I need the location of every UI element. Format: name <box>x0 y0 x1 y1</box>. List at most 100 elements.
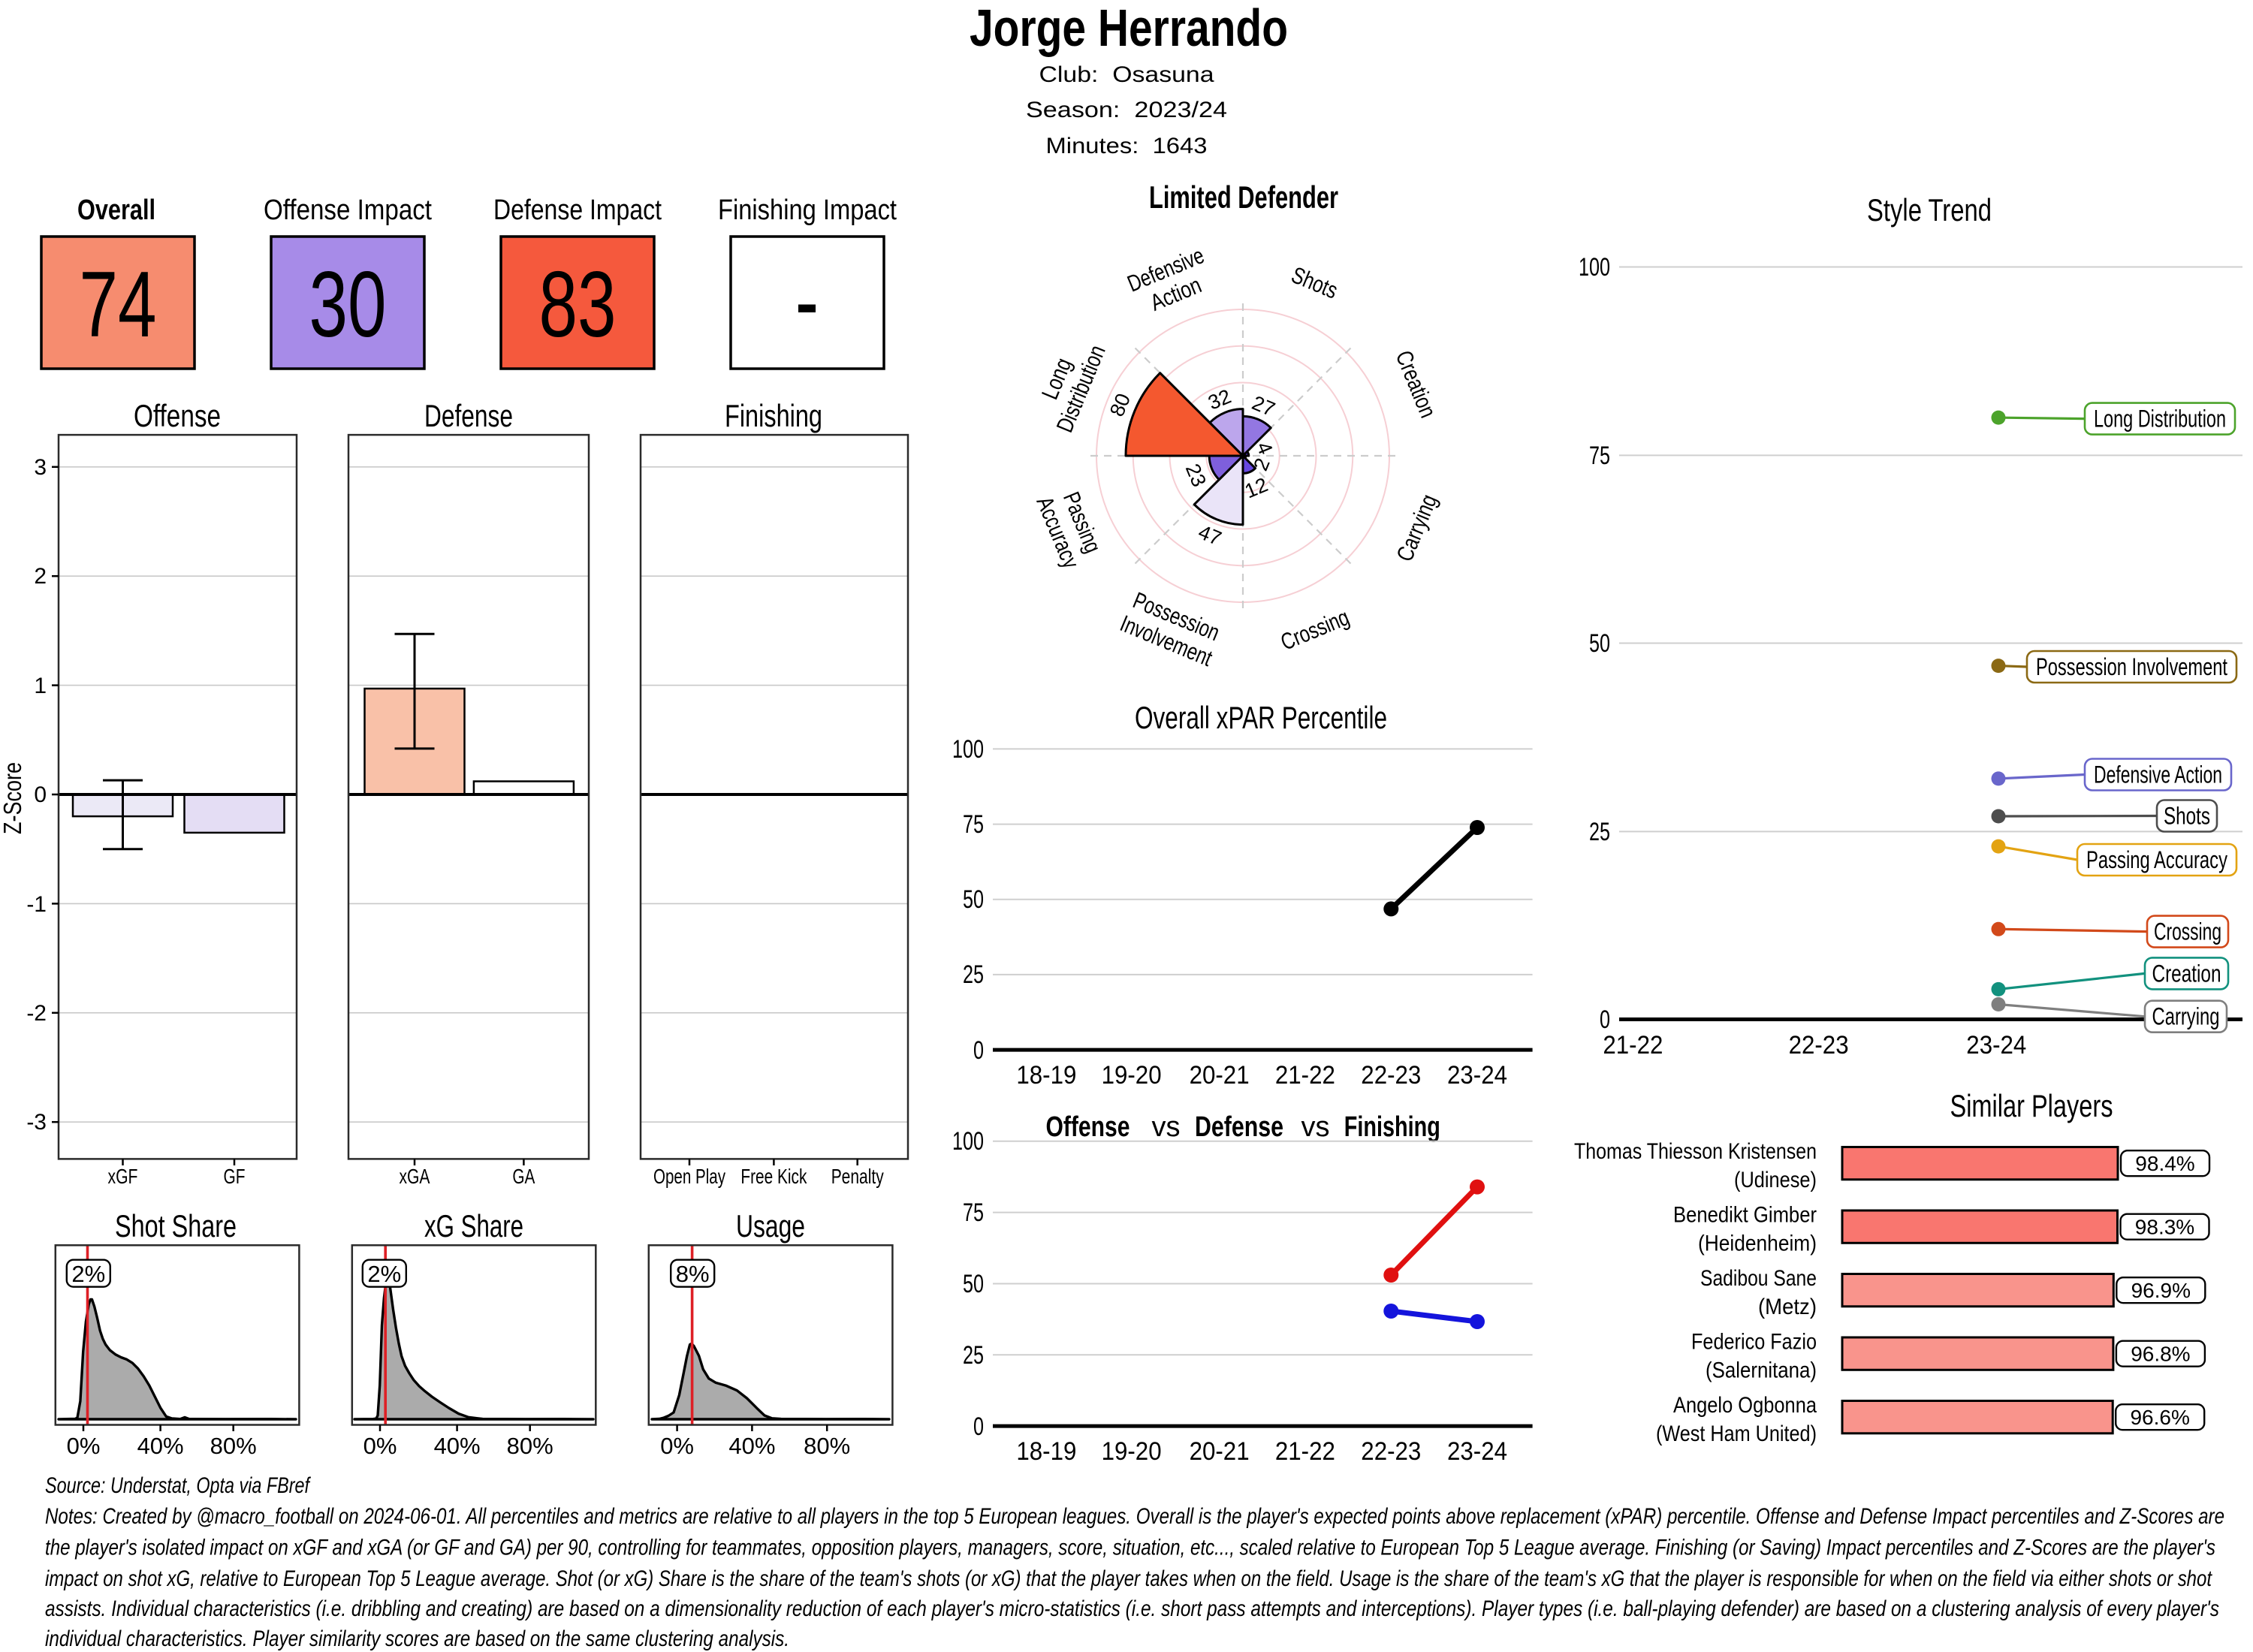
svg-text:Limited Defender: Limited Defender <box>1149 179 1338 215</box>
svg-text:assists. Individual characteri: assists. Individual characteristics (i.e… <box>45 1596 2219 1621</box>
svg-text:Style Trend: Style Trend <box>1867 192 1992 228</box>
svg-text:74: 74 <box>80 253 157 357</box>
svg-text:0: 0 <box>34 782 47 807</box>
svg-text:Defense: Defense <box>1195 1111 1283 1143</box>
svg-text:Benedikt Gimber: Benedikt Gimber <box>1673 1203 1817 1228</box>
svg-text:Penalty: Penalty <box>831 1165 884 1188</box>
svg-text:Notes: Created by @macro_footb: Notes: Created by @macro_football on 202… <box>45 1504 2224 1529</box>
svg-text:2%: 2% <box>71 1261 105 1287</box>
svg-text:83: 83 <box>539 253 617 357</box>
svg-text:impact on shot xG, relative to: impact on shot xG, relative to European … <box>45 1566 2212 1591</box>
svg-text:Z-Score: Z-Score <box>0 762 26 834</box>
svg-text:96.8%: 96.8% <box>2131 1343 2190 1366</box>
svg-text:75: 75 <box>963 1198 984 1227</box>
svg-text:(West Ham United): (West Ham United) <box>1656 1421 1817 1446</box>
svg-text:Minutes: 1643: Minutes: 1643 <box>1046 134 1208 158</box>
svg-text:25: 25 <box>963 1341 984 1370</box>
svg-text:Defensive Action: Defensive Action <box>2094 761 2222 788</box>
svg-text:Angelo Ogbonna: Angelo Ogbonna <box>1673 1393 1817 1418</box>
svg-text:Carrying: Carrying <box>2152 1003 2220 1030</box>
svg-text:Finishing: Finishing <box>1344 1111 1440 1143</box>
svg-text:Usage: Usage <box>736 1208 805 1244</box>
svg-text:Long Distribution: Long Distribution <box>2094 405 2226 433</box>
svg-text:25: 25 <box>963 960 984 989</box>
svg-text:50: 50 <box>1589 629 1610 658</box>
svg-text:100: 100 <box>1579 253 1610 282</box>
svg-text:(Salernitana): (Salernitana) <box>1706 1358 1817 1383</box>
svg-text:19-20: 19-20 <box>1102 1061 1162 1090</box>
svg-text:23-24: 23-24 <box>1447 1061 1507 1090</box>
svg-text:Jorge Herrando: Jorge Herrando <box>970 0 1288 57</box>
svg-text:1: 1 <box>34 674 47 698</box>
svg-text:Finishing Impact: Finishing Impact <box>718 194 897 226</box>
svg-text:30: 30 <box>309 253 387 357</box>
svg-text:75: 75 <box>963 810 984 839</box>
svg-text:2: 2 <box>34 564 47 589</box>
svg-text:the player's isolated impact o: the player's isolated impact on xGF and … <box>45 1536 2215 1560</box>
svg-text:19-20: 19-20 <box>1102 1437 1162 1466</box>
svg-text:25: 25 <box>1589 818 1610 846</box>
svg-text:80%: 80% <box>507 1433 553 1459</box>
svg-text:Overall xPAR Percentile: Overall xPAR Percentile <box>1135 700 1387 735</box>
svg-text:Defense: Defense <box>424 398 513 433</box>
svg-text:3: 3 <box>34 455 47 480</box>
svg-text:-1: -1 <box>26 892 47 917</box>
svg-text:100: 100 <box>952 1127 984 1156</box>
svg-text:(Udinese): (Udinese) <box>1734 1168 1817 1192</box>
svg-text:Open Play: Open Play <box>653 1165 725 1188</box>
svg-text:Club: Osasuna: Club: Osasuna <box>1039 62 1214 87</box>
svg-text:Offense: Offense <box>1046 1111 1130 1143</box>
svg-text:Federico Fazio: Federico Fazio <box>1691 1330 1817 1355</box>
svg-text:2%: 2% <box>367 1261 401 1287</box>
svg-text:Similar Players: Similar Players <box>1950 1088 2113 1123</box>
svg-text:23-24: 23-24 <box>1966 1031 2026 1060</box>
svg-text:22-23: 22-23 <box>1361 1061 1421 1090</box>
svg-text:0%: 0% <box>363 1433 397 1459</box>
svg-text:Shot Share: Shot Share <box>115 1208 237 1244</box>
svg-text:Creation: Creation <box>2152 960 2221 987</box>
svg-text:100: 100 <box>952 735 984 764</box>
svg-text:0%: 0% <box>660 1433 694 1459</box>
svg-text:(Metz): (Metz) <box>1758 1295 1817 1319</box>
svg-text:-2: -2 <box>26 1001 47 1026</box>
svg-text:21-22: 21-22 <box>1275 1061 1335 1090</box>
svg-text:98.4%: 98.4% <box>2135 1152 2194 1175</box>
svg-text:0: 0 <box>973 1412 984 1441</box>
svg-text:40%: 40% <box>728 1433 775 1459</box>
svg-text:Overall: Overall <box>77 194 155 226</box>
svg-text:23-24: 23-24 <box>1447 1437 1507 1466</box>
svg-text:Free Kick: Free Kick <box>740 1165 807 1188</box>
svg-text:Thomas Thiesson Kristensen: Thomas Thiesson Kristensen <box>1574 1139 1817 1164</box>
svg-text:18-19: 18-19 <box>1016 1437 1076 1466</box>
svg-text:xGA: xGA <box>400 1165 430 1188</box>
svg-text:40%: 40% <box>434 1433 481 1459</box>
svg-text:22-23: 22-23 <box>1789 1031 1849 1060</box>
svg-text:xG Share: xG Share <box>424 1208 523 1244</box>
svg-text:20-21: 20-21 <box>1190 1437 1250 1466</box>
svg-text:Source: Understat, Opta via FB: Source: Understat, Opta via FBref <box>45 1473 311 1498</box>
svg-text:Offense Impact: Offense Impact <box>264 194 432 226</box>
svg-text:Crossing: Crossing <box>2154 918 2221 945</box>
svg-text:vs: vs <box>1152 1111 1181 1143</box>
svg-text:40%: 40% <box>137 1433 184 1459</box>
svg-text:20-21: 20-21 <box>1190 1061 1250 1090</box>
svg-text:Offense: Offense <box>134 398 221 433</box>
svg-text:xGF: xGF <box>108 1165 138 1188</box>
svg-text:-3: -3 <box>26 1110 47 1135</box>
svg-text:21-22: 21-22 <box>1275 1437 1335 1466</box>
svg-text:80%: 80% <box>804 1433 850 1459</box>
svg-text:Possession Involvement: Possession Involvement <box>2036 653 2227 680</box>
svg-text:96.9%: 96.9% <box>2131 1279 2191 1302</box>
svg-text:0: 0 <box>973 1036 984 1065</box>
svg-text:22-23: 22-23 <box>1361 1437 1421 1466</box>
svg-text:50: 50 <box>963 885 984 914</box>
svg-text:Finishing: Finishing <box>725 398 822 433</box>
svg-text:50: 50 <box>963 1270 984 1298</box>
svg-text:Season: 2023/24: Season: 2023/24 <box>1026 98 1227 122</box>
svg-text:GF: GF <box>224 1165 246 1188</box>
svg-text:Passing Accuracy: Passing Accuracy <box>2086 846 2227 873</box>
svg-text:Shots: Shots <box>2164 803 2210 830</box>
svg-text:98.3%: 98.3% <box>2135 1216 2194 1239</box>
svg-text:96.6%: 96.6% <box>2130 1406 2189 1429</box>
svg-text:75: 75 <box>1589 442 1610 470</box>
